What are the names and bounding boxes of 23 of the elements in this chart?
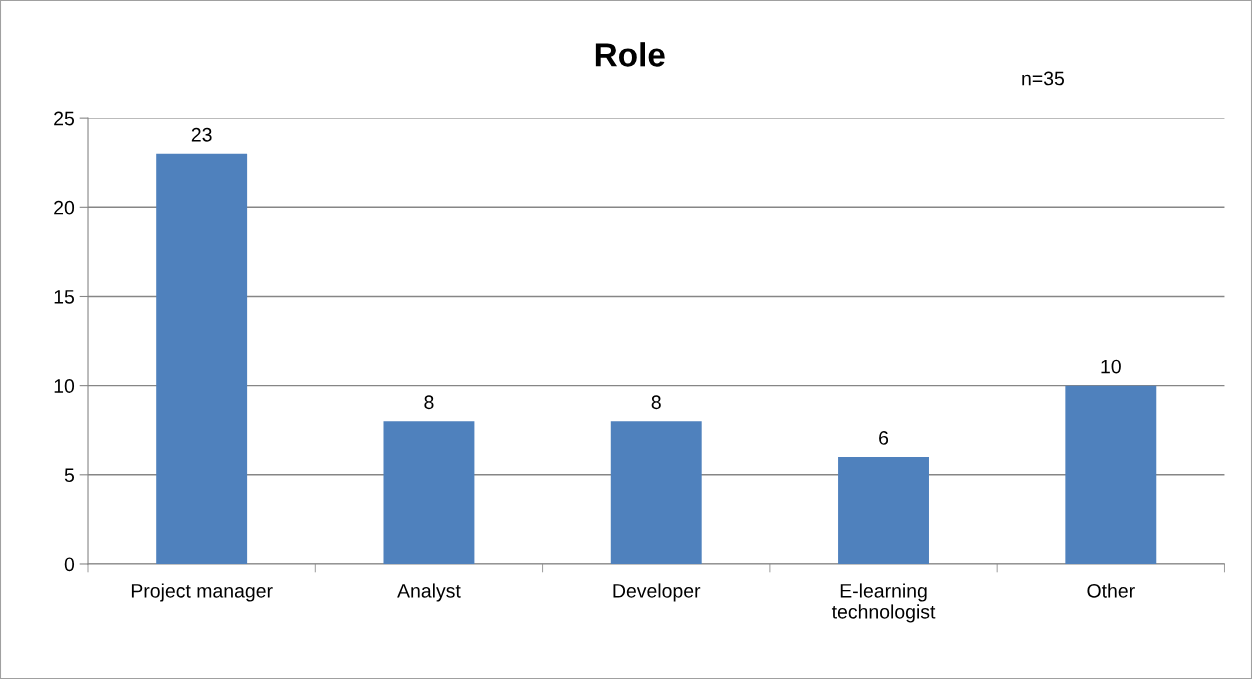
text: n=35 bbox=[1022, 71, 1064, 86]
bar bbox=[838, 456, 929, 564]
data-label: 8 bbox=[651, 395, 661, 410]
y-tick-label: 10 bbox=[54, 379, 75, 393]
data-label: 8 bbox=[424, 395, 434, 410]
y-tick-label: 5 bbox=[64, 468, 75, 483]
y-tick-label: 20 bbox=[54, 200, 75, 215]
x-tick-label: Analyst bbox=[397, 583, 461, 602]
x-tick-label: Project manager bbox=[131, 583, 273, 602]
bar bbox=[1065, 385, 1157, 564]
bar bbox=[610, 421, 702, 564]
chart-title: Role bbox=[595, 42, 665, 67]
y-tick-label: 15 bbox=[54, 290, 75, 304]
data-label: 23 bbox=[191, 127, 212, 142]
y-tick-label: 0 bbox=[64, 557, 75, 572]
y-tick-label: 25 bbox=[54, 111, 75, 126]
x-tick-label: Other bbox=[1087, 583, 1135, 598]
bar bbox=[156, 153, 248, 564]
x-tick-label: E-learning technologist bbox=[831, 583, 936, 623]
bar bbox=[383, 421, 475, 564]
data-label: 10 bbox=[1101, 359, 1121, 374]
data-label: 6 bbox=[879, 431, 889, 445]
x-tick-label: Developer bbox=[613, 583, 701, 602]
